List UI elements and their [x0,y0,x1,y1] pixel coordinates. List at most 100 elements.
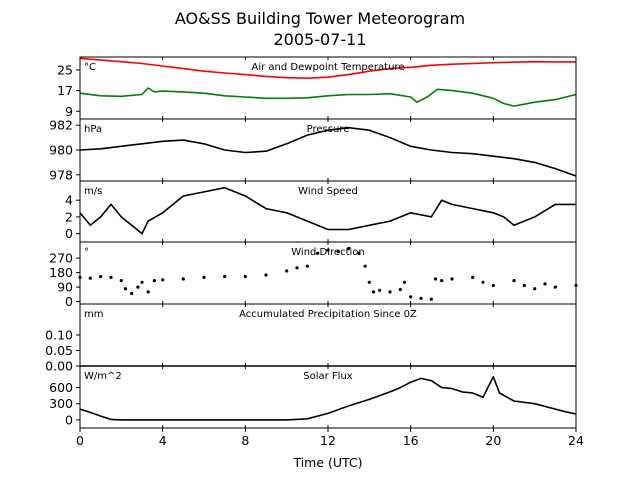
wind-dir-point-18 [285,269,289,273]
figure-subtitle: 2005-07-11 [274,30,367,49]
pressure-ytick-label-2: 980 [49,143,73,158]
wind-dir-point-36 [433,277,438,281]
pressure-ytick-label-1: 978 [49,167,73,182]
wind-dir-point-30 [388,290,392,294]
wind-dir-point-9 [140,280,144,284]
solar-series-1-line [79,376,577,421]
wind-dir-point-31 [398,287,402,292]
xaxis-tick-label-6: 20 [485,433,501,448]
temp-title: Air and Dewpoint Temperature [252,62,405,73]
panel-precip: 0.000.050.10 mm Accumulated Precipitation … [45,303,577,374]
wind-dir-point-2 [88,276,92,280]
wind-dir-point-14 [202,275,206,279]
temp-ytick-label-1: 9 [65,104,73,119]
solar-title: Solar Flux [303,371,353,382]
wind-dir-point-38 [450,277,454,281]
wind-dir-point-12 [161,278,165,282]
wind-dir-ytick-label-2: 90 [57,280,73,295]
wind-dir-point-33 [409,295,413,299]
wind-dir-point-35 [429,297,433,301]
wind-dir-point-19 [295,266,299,270]
wind-dir-point-8 [136,285,140,289]
wind-dir-point-3 [99,275,103,279]
temp-series-2-line [79,87,577,107]
solar-ytick-label-3: 600 [49,380,73,395]
wind-dir-point-10 [146,290,150,294]
temp-ytick-label-2: 17 [57,83,73,98]
solar-ytick-label-2: 300 [49,396,73,411]
solar-unit: W/m^2 [84,371,122,382]
temp-unit: °C [84,62,96,73]
xaxis-tick-label-4: 12 [320,433,336,448]
wind-dir-point-34 [419,296,423,300]
x-axis: 0 4 8 12 16 20 24 [76,428,584,448]
xaxis-tick-label-3: 8 [241,433,249,448]
wind-dir-point-5 [119,279,123,283]
wind-speed-ytick-label-2: 2 [65,209,73,224]
wind-dir-point-40 [481,280,485,284]
wind-dir-point-44 [533,287,537,291]
pressure-unit: hPa [84,124,102,135]
wind-dir-point-17 [264,273,268,277]
xaxis-tick-label-2: 4 [159,433,167,448]
wind-dir-point-21 [316,251,320,255]
precip-unit: mm [84,309,103,320]
precip-ytick-label-1: 0.00 [45,359,73,374]
wind-dir-point-24 [347,246,351,250]
wind-dir-point-32 [402,280,407,284]
panels: 9 17 25 °C Air and Dewpoint Temperature 978 98… [45,56,578,429]
wind-dir-ytick-label-4: 270 [49,251,73,266]
wind-dir-point-39 [471,275,475,279]
wind-dir-point-7 [130,291,134,296]
precip-title: Accumulated Precipitation Since 0Z [239,309,417,320]
pressure-ytick-label-3: 982 [49,118,73,133]
wind-dir-point-29 [378,288,382,292]
wind-dir-point-11 [152,279,156,283]
wind-dir-point-23 [336,250,340,254]
temp-ytick-label-3: 25 [57,62,73,77]
wind-dir-point-26 [363,264,367,268]
wind-dir-point-41 [491,283,495,288]
wind-speed-ytick-label-3: 4 [65,193,73,208]
wind-dir-point-16 [243,275,247,279]
wind-dir-point-27 [367,280,371,284]
wind-dir-point-42 [512,279,516,283]
wind-dir-point-13 [181,277,185,281]
pressure-title: Pressure [307,124,350,135]
wind-speed-title: Wind Speed [298,186,358,197]
wind-dir-point-45 [543,282,547,286]
xaxis-tick-label-7: 24 [568,433,584,448]
wind-dir-unit: ° [84,247,89,258]
wind-dir-point-20 [305,264,309,268]
wind-speed-series-1-line [79,186,576,235]
panel-wind-speed: 0 24 m/s Wind Speed [65,180,577,243]
precip-ytick-label-2: 0.05 [45,343,73,358]
wind-dir-point-15 [223,275,227,279]
pressure-series-1-line [79,126,577,177]
wind-dir-point-28 [371,290,376,294]
solar-ytick-label-1: 0 [65,412,73,427]
wind-dir-point-22 [326,248,330,252]
wind-dir-point-25 [357,251,361,255]
wind-speed-unit: m/s [84,186,102,197]
temp-series-1-line [79,57,576,79]
wind-dir-title: Wind Direction [291,247,365,258]
figure-title: AO&SS Building Tower Meteorogram [175,9,465,28]
wind-dir-point-6 [123,287,128,291]
panel-pressure: 978 980 982 hPa Pressure [49,118,577,182]
x-axis-label: Time (UTC) [292,455,362,470]
wind-speed-ytick-label-1: 0 [65,226,73,241]
wind-dir-ytick-label-1: 0 [65,294,73,309]
precip-ytick-label-3: 0.10 [45,328,73,343]
xaxis-tick-label-5: 16 [403,433,419,448]
wind-dir-point-37 [440,279,444,283]
wind-dir-point-4 [109,275,113,279]
wind-dir-point-43 [522,283,526,288]
wind-dir-ytick-label-3: 180 [49,265,73,280]
wind-dir-point-46 [553,285,557,289]
xaxis-tick-label-1: 0 [76,433,84,448]
panel-temp: 9 17 25 °C Air and Dewpoint Temperature [57,56,577,120]
